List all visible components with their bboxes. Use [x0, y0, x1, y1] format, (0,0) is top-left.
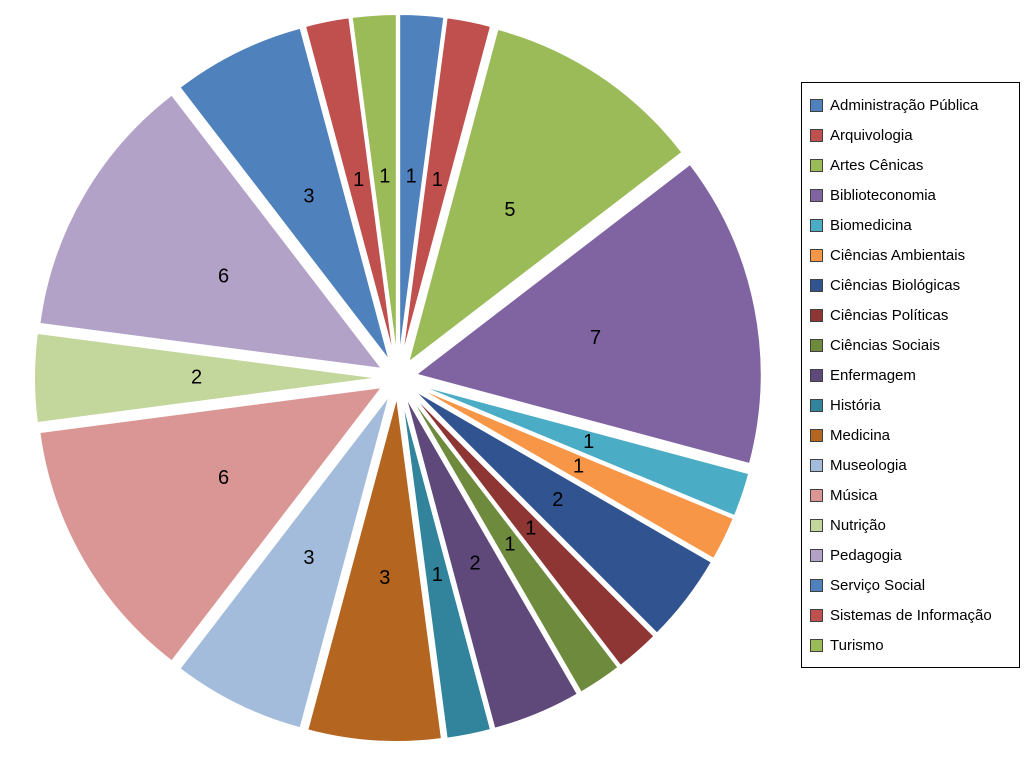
slice-value-label: 3 — [303, 186, 314, 208]
pie-slice-7 — [409, 390, 656, 668]
legend-item-label: Serviço Social — [830, 576, 926, 594]
legend-color-swatch — [810, 578, 823, 592]
legend-item-label: Arquivologia — [830, 126, 913, 144]
legend: Administração Pública Arquivologia Artes C… — [801, 82, 1020, 668]
legend-item: Ciências Ambientais — [810, 240, 1013, 270]
legend-item-label: Medicina — [830, 426, 891, 444]
legend-item: Pedagogia — [810, 540, 1013, 570]
slice-value-label: 1 — [504, 534, 515, 556]
slice-value-label: 3 — [303, 547, 314, 569]
legend-item: Biblioteconomia — [810, 180, 1013, 210]
pie-slice-4 — [414, 382, 751, 518]
pie-slice-11 — [306, 395, 444, 743]
legend-color-swatch — [810, 218, 823, 232]
legend-item-label: Ciências Ambientais — [830, 246, 966, 264]
legend-color-swatch — [810, 428, 823, 442]
legend-item-label: Biomedicina — [830, 216, 912, 234]
slice-value-label: 1 — [406, 165, 417, 187]
legend-color-swatch — [810, 518, 823, 532]
legend-item: Ciências Biológicas — [810, 270, 1013, 300]
pie-slice-8 — [407, 392, 621, 694]
pie-slice-14 — [33, 331, 381, 425]
pie-slice-0 — [398, 13, 446, 361]
pie-slice-15 — [38, 93, 385, 371]
slice-value-label: 2 — [552, 489, 563, 511]
slice-value-label: 1 — [525, 518, 536, 540]
legend-color-swatch — [810, 128, 823, 142]
legend-color-swatch — [810, 158, 823, 172]
legend-item-label: Ciências Políticas — [830, 306, 949, 324]
slice-value-label: 7 — [590, 327, 601, 349]
slice-value-label: 1 — [379, 165, 390, 187]
legend-item-label: História — [830, 396, 881, 414]
legend-color-swatch — [810, 188, 823, 202]
legend-item: Ciências Políticas — [810, 300, 1013, 330]
legend-item-label: Turismo — [830, 636, 884, 654]
legend-item: Serviço Social — [810, 570, 1013, 600]
slice-value-label: 6 — [218, 266, 229, 288]
slice-value-label: 2 — [191, 366, 202, 388]
slice-value-label: 1 — [432, 564, 443, 586]
legend-item: Administração Pública — [810, 90, 1013, 120]
legend-item-label: Administração Pública — [830, 96, 979, 114]
legend-item-label: Sistemas de Informação — [830, 606, 992, 624]
legend-color-swatch — [810, 368, 823, 382]
legend-color-swatch — [810, 278, 823, 292]
pie-slice-10 — [400, 395, 493, 740]
pie-slice-2 — [406, 27, 684, 366]
legend-item: Museologia — [810, 450, 1013, 480]
legend-color-swatch — [810, 338, 823, 352]
pie-slice-17 — [303, 16, 396, 361]
legend-item: Ciências Sociais — [810, 330, 1013, 360]
legend-item-label: Enfermagem — [830, 366, 916, 384]
legend-item: Nutrição — [810, 510, 1013, 540]
pie-slice-5 — [413, 385, 736, 561]
slice-value-label: 1 — [573, 455, 584, 477]
legend-color-swatch — [810, 98, 823, 112]
pie-slice-16 — [178, 26, 392, 363]
legend-item-label: Pedagogia — [830, 546, 902, 564]
legend-item-label: Biblioteconomia — [830, 186, 936, 204]
legend-item-label: Artes Cênicas — [830, 156, 924, 174]
slice-value-label: 2 — [470, 552, 481, 574]
legend-item-label: Ciências Biológicas — [830, 276, 961, 294]
pie-slice-13 — [38, 385, 385, 663]
pie-slice-9 — [403, 394, 580, 731]
legend-item: Arquivologia — [810, 120, 1013, 150]
legend-color-swatch — [810, 638, 823, 652]
legend-item: Artes Cênicas — [810, 150, 1013, 180]
slice-value-label: 3 — [379, 567, 390, 589]
legend-item: Sistemas de Informação — [810, 600, 1013, 630]
slice-value-label: 1 — [432, 169, 443, 191]
slice-value-label: 5 — [504, 199, 515, 221]
legend-item: Música — [810, 480, 1013, 510]
pie-slice-3 — [413, 162, 763, 466]
legend-item-label: Música — [830, 486, 878, 504]
legend-item: Biomedicina — [810, 210, 1013, 240]
slice-value-label: 6 — [218, 467, 229, 489]
slice-value-label: 1 — [353, 169, 364, 191]
legend-color-swatch — [810, 398, 823, 412]
legend-item: Turismo — [810, 630, 1013, 660]
legend-item: História — [810, 390, 1013, 420]
legend-item-label: Ciências Sociais — [830, 336, 941, 354]
pie-slice-6 — [411, 388, 714, 636]
legend-item: Enfermagem — [810, 360, 1013, 390]
legend-color-swatch — [810, 458, 823, 472]
legend-color-swatch — [810, 548, 823, 562]
legend-color-swatch — [810, 308, 823, 322]
legend-item-label: Museologia — [830, 456, 907, 474]
pie-slice-1 — [400, 16, 493, 361]
legend-item: Medicina — [810, 420, 1013, 450]
legend-color-swatch — [810, 488, 823, 502]
pie-slice-18 — [350, 13, 398, 361]
legend-color-swatch — [810, 608, 823, 622]
pie-slice-12 — [178, 393, 392, 730]
legend-color-swatch — [810, 248, 823, 262]
legend-item-label: Nutrição — [830, 516, 886, 534]
slice-value-label: 1 — [583, 431, 594, 453]
